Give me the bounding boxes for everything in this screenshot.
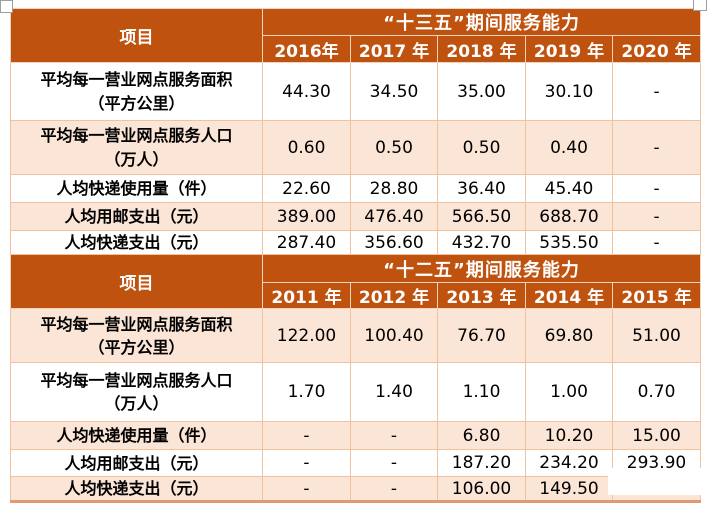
- cell-value: -: [262, 421, 351, 451]
- cell-value: 234.20: [525, 449, 613, 478]
- row-label: 人均快递支出（元）: [10, 476, 263, 503]
- cell-value: 122.00: [262, 308, 351, 364]
- cell-value: 535.50: [525, 229, 613, 256]
- table-row: 人均用邮支出（元） 389.00 476.40 566.50 688.70 -: [10, 202, 702, 231]
- row-label: 平均每一营业网点服务人口 （万人）: [10, 362, 263, 423]
- table-row: 人均快递使用量（件） - - 6.80 10.20 15.00: [10, 421, 702, 451]
- table-row: 人均用邮支出（元） - - 187.20 234.20 293.90: [10, 449, 702, 478]
- white-redaction-patch: [608, 468, 707, 495]
- row-label: 人均快递使用量（件）: [10, 421, 263, 451]
- table-row: 平均每一营业网点服务面积 （平方公里） 44.30 34.50 35.00 30…: [10, 62, 702, 121]
- cell-value: -: [262, 449, 351, 478]
- year-header-2018: 2018 年: [437, 35, 526, 63]
- selection-handle-top-left-icon[interactable]: [0, 0, 13, 13]
- cell-value: -: [262, 476, 351, 503]
- cell-value: -: [350, 421, 438, 451]
- service-capacity-table: 项目 “十三五”期间服务能力 2016年 2017 年 2018 年 2019 …: [10, 8, 702, 504]
- cell-value: 36.40: [437, 174, 526, 203]
- row-label: 人均快递使用量（件）: [10, 174, 263, 203]
- cell-value: 44.30: [262, 62, 351, 121]
- year-header-2015: 2015 年: [611, 282, 702, 310]
- cell-value: 1.40: [350, 362, 438, 423]
- cell-value: 389.00: [262, 202, 351, 231]
- section-title-12th-five-year: “十二五”期间服务能力: [261, 254, 702, 284]
- row-label: 人均快递支出（元）: [10, 229, 263, 256]
- cell-value: -: [350, 476, 438, 503]
- year-header-2016: 2016年: [262, 35, 351, 63]
- cell-value: 6.80: [437, 421, 526, 451]
- column-header-project-1: 项目: [10, 8, 263, 63]
- cell-value: 35.00: [437, 62, 526, 121]
- cell-value: 100.40: [350, 308, 438, 364]
- table-row: 人均快递支出（元） 287.40 356.60 432.70 535.50 -: [10, 229, 702, 256]
- cell-value: -: [611, 202, 702, 231]
- row-label: 平均每一营业网点服务人口 （万人）: [10, 120, 263, 175]
- cell-value: 566.50: [437, 202, 526, 231]
- section-title-13th-five-year: “十三五”期间服务能力: [261, 8, 702, 36]
- cell-value: 688.70: [525, 202, 613, 231]
- cell-value: 0.70: [611, 362, 702, 423]
- cell-value: 287.40: [262, 229, 351, 256]
- cell-value: 0.60: [262, 120, 351, 175]
- selection-handle-top-right-icon[interactable]: [693, 0, 707, 11]
- cell-value: 0.40: [525, 120, 613, 175]
- cell-value: 106.00: [437, 476, 526, 503]
- cell-value: -: [611, 229, 702, 256]
- cell-value: 15.00: [611, 421, 702, 451]
- row-label: 人均用邮支出（元）: [10, 202, 263, 231]
- year-header-2020: 2020 年: [611, 35, 702, 63]
- cell-value: 28.80: [350, 174, 438, 203]
- year-header-2017: 2017 年: [350, 35, 438, 63]
- row-label: 人均用邮支出（元）: [10, 449, 263, 478]
- row-label: 平均每一营业网点服务面积 （平方公里）: [10, 62, 263, 121]
- cell-value: 1.70: [262, 362, 351, 423]
- cell-value: -: [611, 62, 702, 121]
- row-label: 平均每一营业网点服务面积 （平方公里）: [10, 308, 263, 364]
- table-row: 平均每一营业网点服务人口 （万人） 1.70 1.40 1.10 1.00 0.…: [10, 362, 702, 423]
- year-header-2013: 2013 年: [437, 282, 526, 310]
- table-row: 平均每一营业网点服务人口 （万人） 0.60 0.50 0.50 0.40 -: [10, 120, 702, 175]
- cell-value: 30.10: [525, 62, 613, 121]
- cell-value: -: [611, 174, 702, 203]
- table-row: 人均快递使用量（件） 22.60 28.80 36.40 45.40 -: [10, 174, 702, 203]
- table-row: 平均每一营业网点服务面积 （平方公里） 122.00 100.40 76.70 …: [10, 308, 702, 364]
- cell-value: 356.60: [350, 229, 438, 256]
- cell-value: 45.40: [525, 174, 613, 203]
- cell-value: 1.00: [525, 362, 613, 423]
- year-header-2011: 2011 年: [262, 282, 351, 310]
- cell-value: -: [611, 120, 702, 175]
- cell-value: 0.50: [437, 120, 526, 175]
- cell-value: 22.60: [262, 174, 351, 203]
- column-header-project-2: 项目: [10, 254, 263, 310]
- cell-value: 0.50: [350, 120, 438, 175]
- cell-value: 10.20: [525, 421, 613, 451]
- cell-value: 51.00: [611, 308, 702, 364]
- year-header-2014: 2014 年: [525, 282, 613, 310]
- cell-value: -: [350, 449, 438, 478]
- cell-value: 1.10: [437, 362, 526, 423]
- cell-value: 187.20: [437, 449, 526, 478]
- table-row: 人均快递支出（元） - - 106.00 149.50: [10, 476, 702, 503]
- cell-value: 476.40: [350, 202, 438, 231]
- cell-value: 149.50: [525, 476, 613, 503]
- cell-value: 69.80: [525, 308, 613, 364]
- cell-value: 432.70: [437, 229, 526, 256]
- cell-value: 76.70: [437, 308, 526, 364]
- year-header-2012: 2012 年: [350, 282, 438, 310]
- cell-value: 34.50: [350, 62, 438, 121]
- year-header-2019: 2019 年: [525, 35, 613, 63]
